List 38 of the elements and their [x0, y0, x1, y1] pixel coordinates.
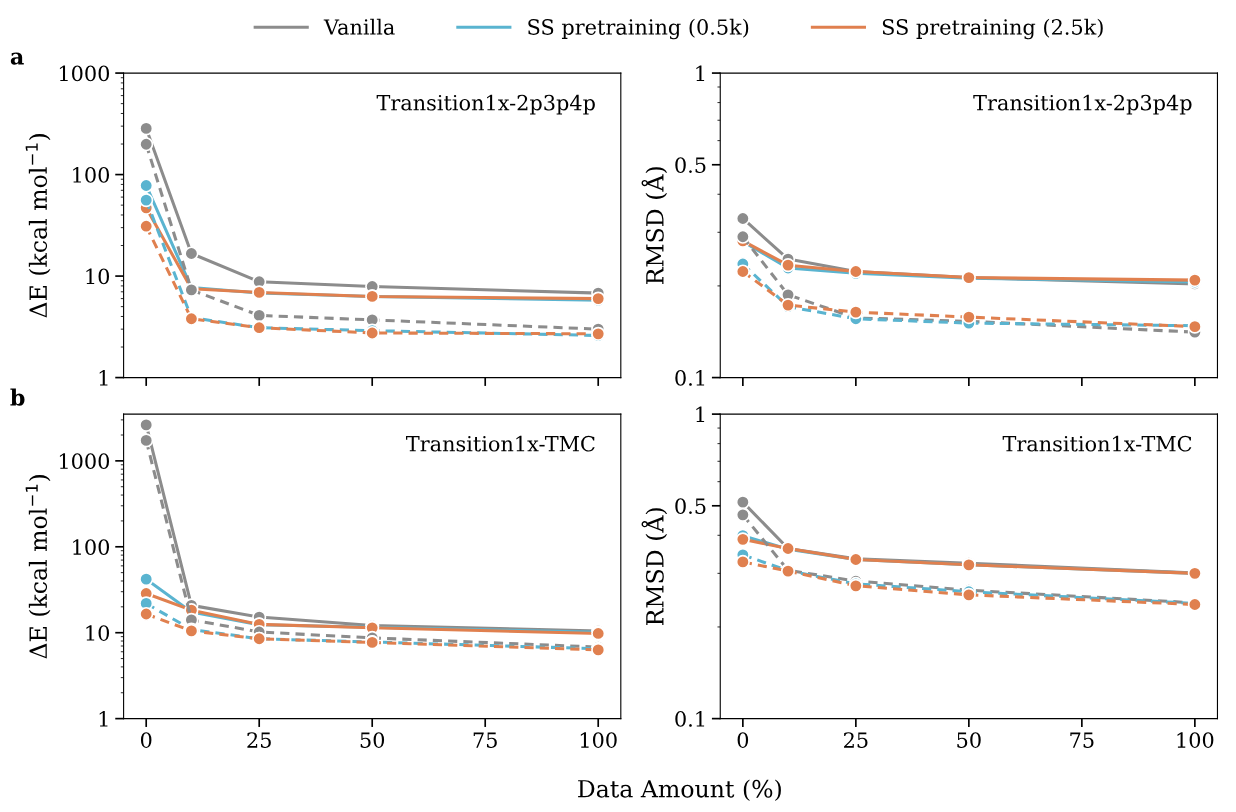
- x-tick-label: 75: [473, 732, 497, 748]
- x-tick-label: 0: [140, 732, 152, 748]
- legend-label: SS pretraining (0.5k): [528, 18, 749, 40]
- y-tick-label: 0.1: [675, 370, 705, 386]
- y-tick-label: 0.5: [675, 498, 706, 514]
- y-tick-label: 1: [696, 65, 705, 81]
- legend-label: Vanilla: [323, 18, 395, 35]
- y-tick-label: 0.1: [675, 711, 705, 727]
- y-tick-label: 0.5: [675, 157, 706, 173]
- text: Transition1x-2p3p4p: [376, 94, 595, 115]
- y-axis-title: RMSD (Å): [641, 508, 668, 626]
- x-tick-label: 25: [844, 732, 868, 748]
- y-axis-title: RMSD (Å): [641, 167, 668, 285]
- x-axis-title: Data Amount (%): [578, 779, 781, 802]
- text: Transition1x-TMC: [1002, 435, 1192, 452]
- y-tick-label: 1000: [59, 65, 110, 82]
- x-tick-label: 0: [737, 732, 749, 748]
- y-tick-label: 1: [696, 406, 705, 423]
- y-tick-label: 10: [86, 625, 110, 641]
- text: a: [10, 52, 24, 65]
- x-tick-label: 25: [247, 732, 271, 748]
- y-axis-title: ΔE (kcal mol$^{−1}$): [25, 134, 51, 318]
- legend-label: SS pretraining (2.5k): [882, 18, 1103, 40]
- x-tick-label: 50: [957, 732, 981, 748]
- x-tick-label: 100: [1177, 732, 1214, 748]
- y-tick-label: 100: [73, 167, 110, 183]
- y-tick-label: 10: [86, 268, 110, 285]
- y-tick-label: 1000: [59, 453, 110, 470]
- x-tick-label: 100: [580, 732, 617, 748]
- x-tick-label: 50: [360, 732, 385, 748]
- text: Transition1x-TMC: [406, 435, 595, 452]
- y-axis-title: ΔE (kcal mol$^{−1}$): [25, 475, 51, 659]
- text: b: [10, 388, 25, 406]
- x-tick-label: 75: [1070, 732, 1094, 748]
- y-tick-label: 1: [99, 711, 108, 727]
- y-tick-label: 100: [73, 539, 110, 555]
- y-tick-label: 1: [99, 370, 108, 386]
- text: Transition1x-2p3p4p: [973, 94, 1192, 115]
